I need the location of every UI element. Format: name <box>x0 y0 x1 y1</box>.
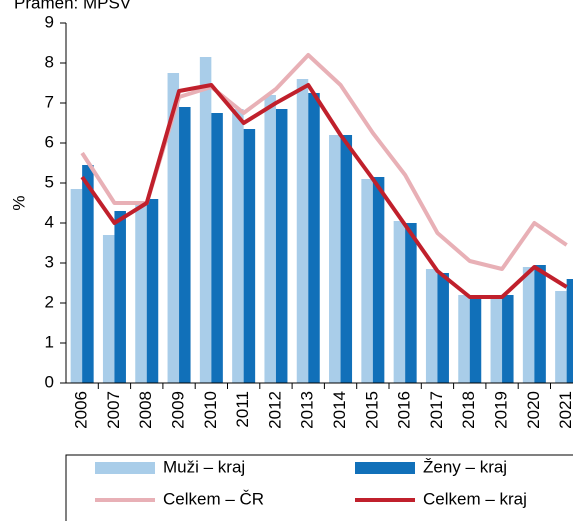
bar <box>393 221 406 383</box>
bar <box>232 109 244 383</box>
bar <box>308 93 320 383</box>
y-tick-label: 0 <box>45 372 54 391</box>
bar <box>211 113 223 383</box>
source-note: Pramen: MPSV <box>14 0 132 12</box>
legend-label: Celkem – ČR <box>163 489 264 508</box>
bar <box>566 279 573 383</box>
x-tick-label: 2017 <box>427 391 446 429</box>
legend-label: Celkem – kraj <box>423 489 527 508</box>
bar <box>82 165 94 383</box>
bar <box>199 57 212 383</box>
y-tick-label: 2 <box>45 292 54 311</box>
y-tick-label: 8 <box>45 52 54 71</box>
y-tick-label: 4 <box>45 212 54 231</box>
bar <box>340 135 353 383</box>
bar <box>135 203 147 383</box>
bar <box>555 291 567 383</box>
y-tick-label: 7 <box>45 92 54 111</box>
legend-swatch <box>355 462 415 474</box>
x-tick-label: 2020 <box>524 391 543 429</box>
y-tick-label: 5 <box>45 172 54 191</box>
x-tick-label: 2008 <box>136 391 155 429</box>
x-tick-label: 2010 <box>201 391 220 429</box>
bar <box>114 211 126 383</box>
bar <box>502 295 514 383</box>
x-tick-label: 2019 <box>492 391 511 429</box>
bar <box>146 199 159 383</box>
y-axis-label: % <box>9 195 28 210</box>
bar <box>405 223 417 383</box>
bar <box>179 107 191 383</box>
x-tick-label: 2006 <box>72 391 91 429</box>
x-tick-label: 2011 <box>233 391 252 428</box>
x-tick-label: 2014 <box>330 391 349 429</box>
bar <box>437 273 449 383</box>
bar <box>264 95 276 383</box>
bar <box>296 79 309 383</box>
x-tick-label: 2013 <box>298 391 317 429</box>
y-tick-label: 3 <box>45 252 54 271</box>
x-tick-label: 2021 <box>556 391 573 429</box>
x-tick-label: 2007 <box>104 391 123 429</box>
bar <box>275 109 288 383</box>
bar <box>70 189 83 383</box>
x-tick-label: 2015 <box>362 391 381 429</box>
legend-label: Muži – kraj <box>163 457 245 476</box>
bar <box>522 267 535 383</box>
line <box>80 83 568 299</box>
bar <box>329 135 341 383</box>
bar <box>167 73 180 383</box>
bar <box>243 129 256 383</box>
y-tick-label: 6 <box>45 132 54 151</box>
legend-label: Ženy – kraj <box>423 457 507 476</box>
bar <box>469 295 482 383</box>
bar <box>361 179 373 383</box>
x-tick-label: 2012 <box>265 391 284 429</box>
x-tick-label: 2009 <box>169 391 188 429</box>
bar <box>490 295 503 383</box>
bar <box>458 295 470 383</box>
bar <box>102 235 115 383</box>
y-tick-label: 1 <box>45 332 54 351</box>
legend-swatch <box>95 462 155 474</box>
bar <box>372 177 385 383</box>
bar <box>534 265 546 383</box>
bar <box>425 269 438 383</box>
x-tick-label: 2018 <box>459 391 478 429</box>
y-tick-label: 9 <box>45 12 54 31</box>
legend-box <box>65 454 573 521</box>
x-tick-label: 2016 <box>395 391 414 429</box>
